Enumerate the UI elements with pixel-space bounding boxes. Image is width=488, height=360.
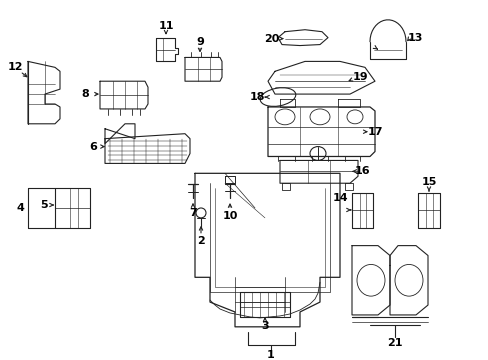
Text: 21: 21 bbox=[386, 338, 402, 348]
Text: 4: 4 bbox=[16, 203, 24, 213]
Text: 2: 2 bbox=[197, 236, 204, 246]
Text: 19: 19 bbox=[351, 72, 367, 82]
Text: 9: 9 bbox=[196, 37, 203, 46]
Text: 15: 15 bbox=[421, 177, 436, 187]
Text: 11: 11 bbox=[158, 21, 173, 31]
Text: 1: 1 bbox=[266, 350, 274, 360]
Text: 10: 10 bbox=[222, 211, 237, 221]
Text: 3: 3 bbox=[261, 321, 268, 331]
Text: 16: 16 bbox=[354, 166, 370, 176]
Text: 8: 8 bbox=[81, 89, 89, 99]
Text: 7: 7 bbox=[189, 208, 197, 218]
Text: 12: 12 bbox=[7, 62, 23, 72]
Text: 13: 13 bbox=[407, 33, 422, 42]
Text: 18: 18 bbox=[249, 92, 264, 102]
Text: 5: 5 bbox=[40, 200, 48, 210]
Text: 6: 6 bbox=[89, 141, 97, 152]
Text: 20: 20 bbox=[264, 33, 279, 44]
Text: 14: 14 bbox=[331, 193, 347, 203]
Text: 17: 17 bbox=[366, 127, 382, 137]
